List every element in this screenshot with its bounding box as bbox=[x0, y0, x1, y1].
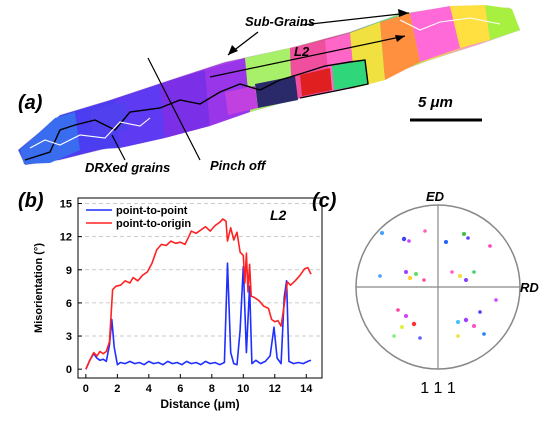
y-axis-label: Misorientation (°) bbox=[33, 243, 45, 333]
pole-dot bbox=[396, 308, 400, 312]
pole-dot bbox=[392, 334, 396, 338]
ebsd-map-svg bbox=[17, 5, 521, 166]
pole-dot bbox=[462, 232, 466, 236]
series-layer bbox=[85, 218, 312, 370]
l2-map-label: L2 bbox=[294, 44, 310, 59]
y-tick-label: 12 bbox=[60, 232, 72, 244]
pole-dot bbox=[466, 236, 470, 240]
panel-a-label: (a) bbox=[18, 92, 43, 114]
pole-dot bbox=[404, 314, 408, 318]
pole-dot bbox=[407, 239, 411, 243]
pole-dot bbox=[414, 272, 418, 276]
grain-patches bbox=[20, 5, 520, 164]
l2-arrowhead bbox=[395, 35, 405, 42]
rd-label: RD bbox=[520, 280, 539, 295]
drx-boundary-line bbox=[24, 59, 369, 161]
pole-dot bbox=[378, 274, 382, 278]
pole-dot bbox=[458, 274, 462, 278]
pole-dot bbox=[494, 298, 498, 302]
pole-dot bbox=[400, 325, 404, 329]
pole-figure-svg: ED RD 1 1 1 bbox=[355, 189, 539, 397]
pole-dot bbox=[423, 229, 427, 233]
series-line-point-to-point bbox=[85, 262, 312, 370]
y-tick-label: 6 bbox=[66, 298, 72, 310]
pole-dot bbox=[418, 336, 422, 340]
x-tick-label: 14 bbox=[300, 383, 313, 395]
pole-dot bbox=[488, 244, 492, 248]
pole-dot bbox=[464, 278, 468, 282]
sub-grains-label: Sub-Grains bbox=[245, 14, 316, 29]
pole-dot bbox=[456, 334, 460, 338]
drx-label: DRXed grains bbox=[85, 160, 171, 175]
x-tick-label: 0 bbox=[83, 383, 89, 395]
y-tick-label: 0 bbox=[66, 364, 72, 376]
series-line-point-to-origin bbox=[85, 218, 312, 370]
pole-dot bbox=[404, 270, 408, 274]
miller-index-label: 1 1 1 bbox=[420, 380, 456, 397]
pinch-off-label: Pinch off bbox=[210, 158, 266, 173]
x-tick-label: 12 bbox=[269, 383, 281, 395]
pole-dot bbox=[463, 317, 469, 323]
subgrain-arrowhead-2 bbox=[228, 45, 238, 55]
pinch-off-line bbox=[147, 57, 201, 161]
pole-dot bbox=[456, 320, 460, 324]
subgrain-arrowhead-1 bbox=[398, 9, 409, 17]
plot-frame bbox=[77, 197, 323, 379]
x-axis-label: Distance (μm) bbox=[160, 397, 239, 411]
panel-b-chart: (b) 0 3 6 9 12 15 0 2 4 6 8 10 12 14 point-to-point po… bbox=[0, 186, 340, 417]
y-tick-label: 15 bbox=[60, 199, 72, 211]
x-tick-label: 10 bbox=[237, 383, 249, 395]
panel-c-label: (c) bbox=[312, 190, 337, 212]
axis-ticks: 0 3 6 9 12 15 0 2 4 6 8 10 12 14 bbox=[60, 199, 314, 395]
pole-dot bbox=[450, 270, 454, 274]
legend-label: point-to-origin bbox=[116, 218, 191, 230]
panel-c-pole-figure: (c) bbox=[312, 186, 550, 417]
pole-dots bbox=[378, 229, 498, 340]
l2-line bbox=[209, 35, 406, 78]
pole-dot bbox=[411, 321, 417, 327]
legend-label: point-to-point bbox=[116, 205, 188, 217]
pole-dot bbox=[482, 332, 486, 336]
pole-dot bbox=[407, 275, 413, 281]
grid-lines bbox=[78, 203, 322, 337]
pole-dot bbox=[472, 324, 476, 328]
panel-b-label: (b) bbox=[18, 190, 44, 212]
subgrain-boundary-line bbox=[29, 17, 501, 149]
ed-label: ED bbox=[426, 189, 445, 204]
drx-arrow bbox=[111, 134, 126, 161]
plot-label-l2: L2 bbox=[270, 207, 287, 223]
y-tick-label: 3 bbox=[66, 331, 72, 343]
x-tick-label: 2 bbox=[114, 383, 120, 395]
scale-bar-label: 5 μm bbox=[418, 94, 453, 111]
pole-dot bbox=[444, 240, 448, 244]
y-tick-label: 9 bbox=[66, 265, 72, 277]
x-tick-label: 6 bbox=[177, 383, 183, 395]
pole-dot bbox=[478, 310, 482, 314]
misorientation-chart: 0 3 6 9 12 15 0 2 4 6 8 10 12 14 point-to-pointpoint-… bbox=[33, 197, 323, 411]
panel-a-ebsd-map: (a) Sub-Grains L2 DRXed grains Pinch off… bbox=[0, 0, 550, 190]
pole-dot bbox=[401, 236, 407, 242]
x-tick-label: 8 bbox=[209, 383, 215, 395]
pole-dot bbox=[422, 278, 426, 282]
subgrain-arrow-1 bbox=[301, 12, 410, 26]
x-tick-label: 4 bbox=[146, 383, 153, 395]
pole-dot bbox=[380, 231, 384, 235]
pole-dot bbox=[472, 270, 476, 274]
